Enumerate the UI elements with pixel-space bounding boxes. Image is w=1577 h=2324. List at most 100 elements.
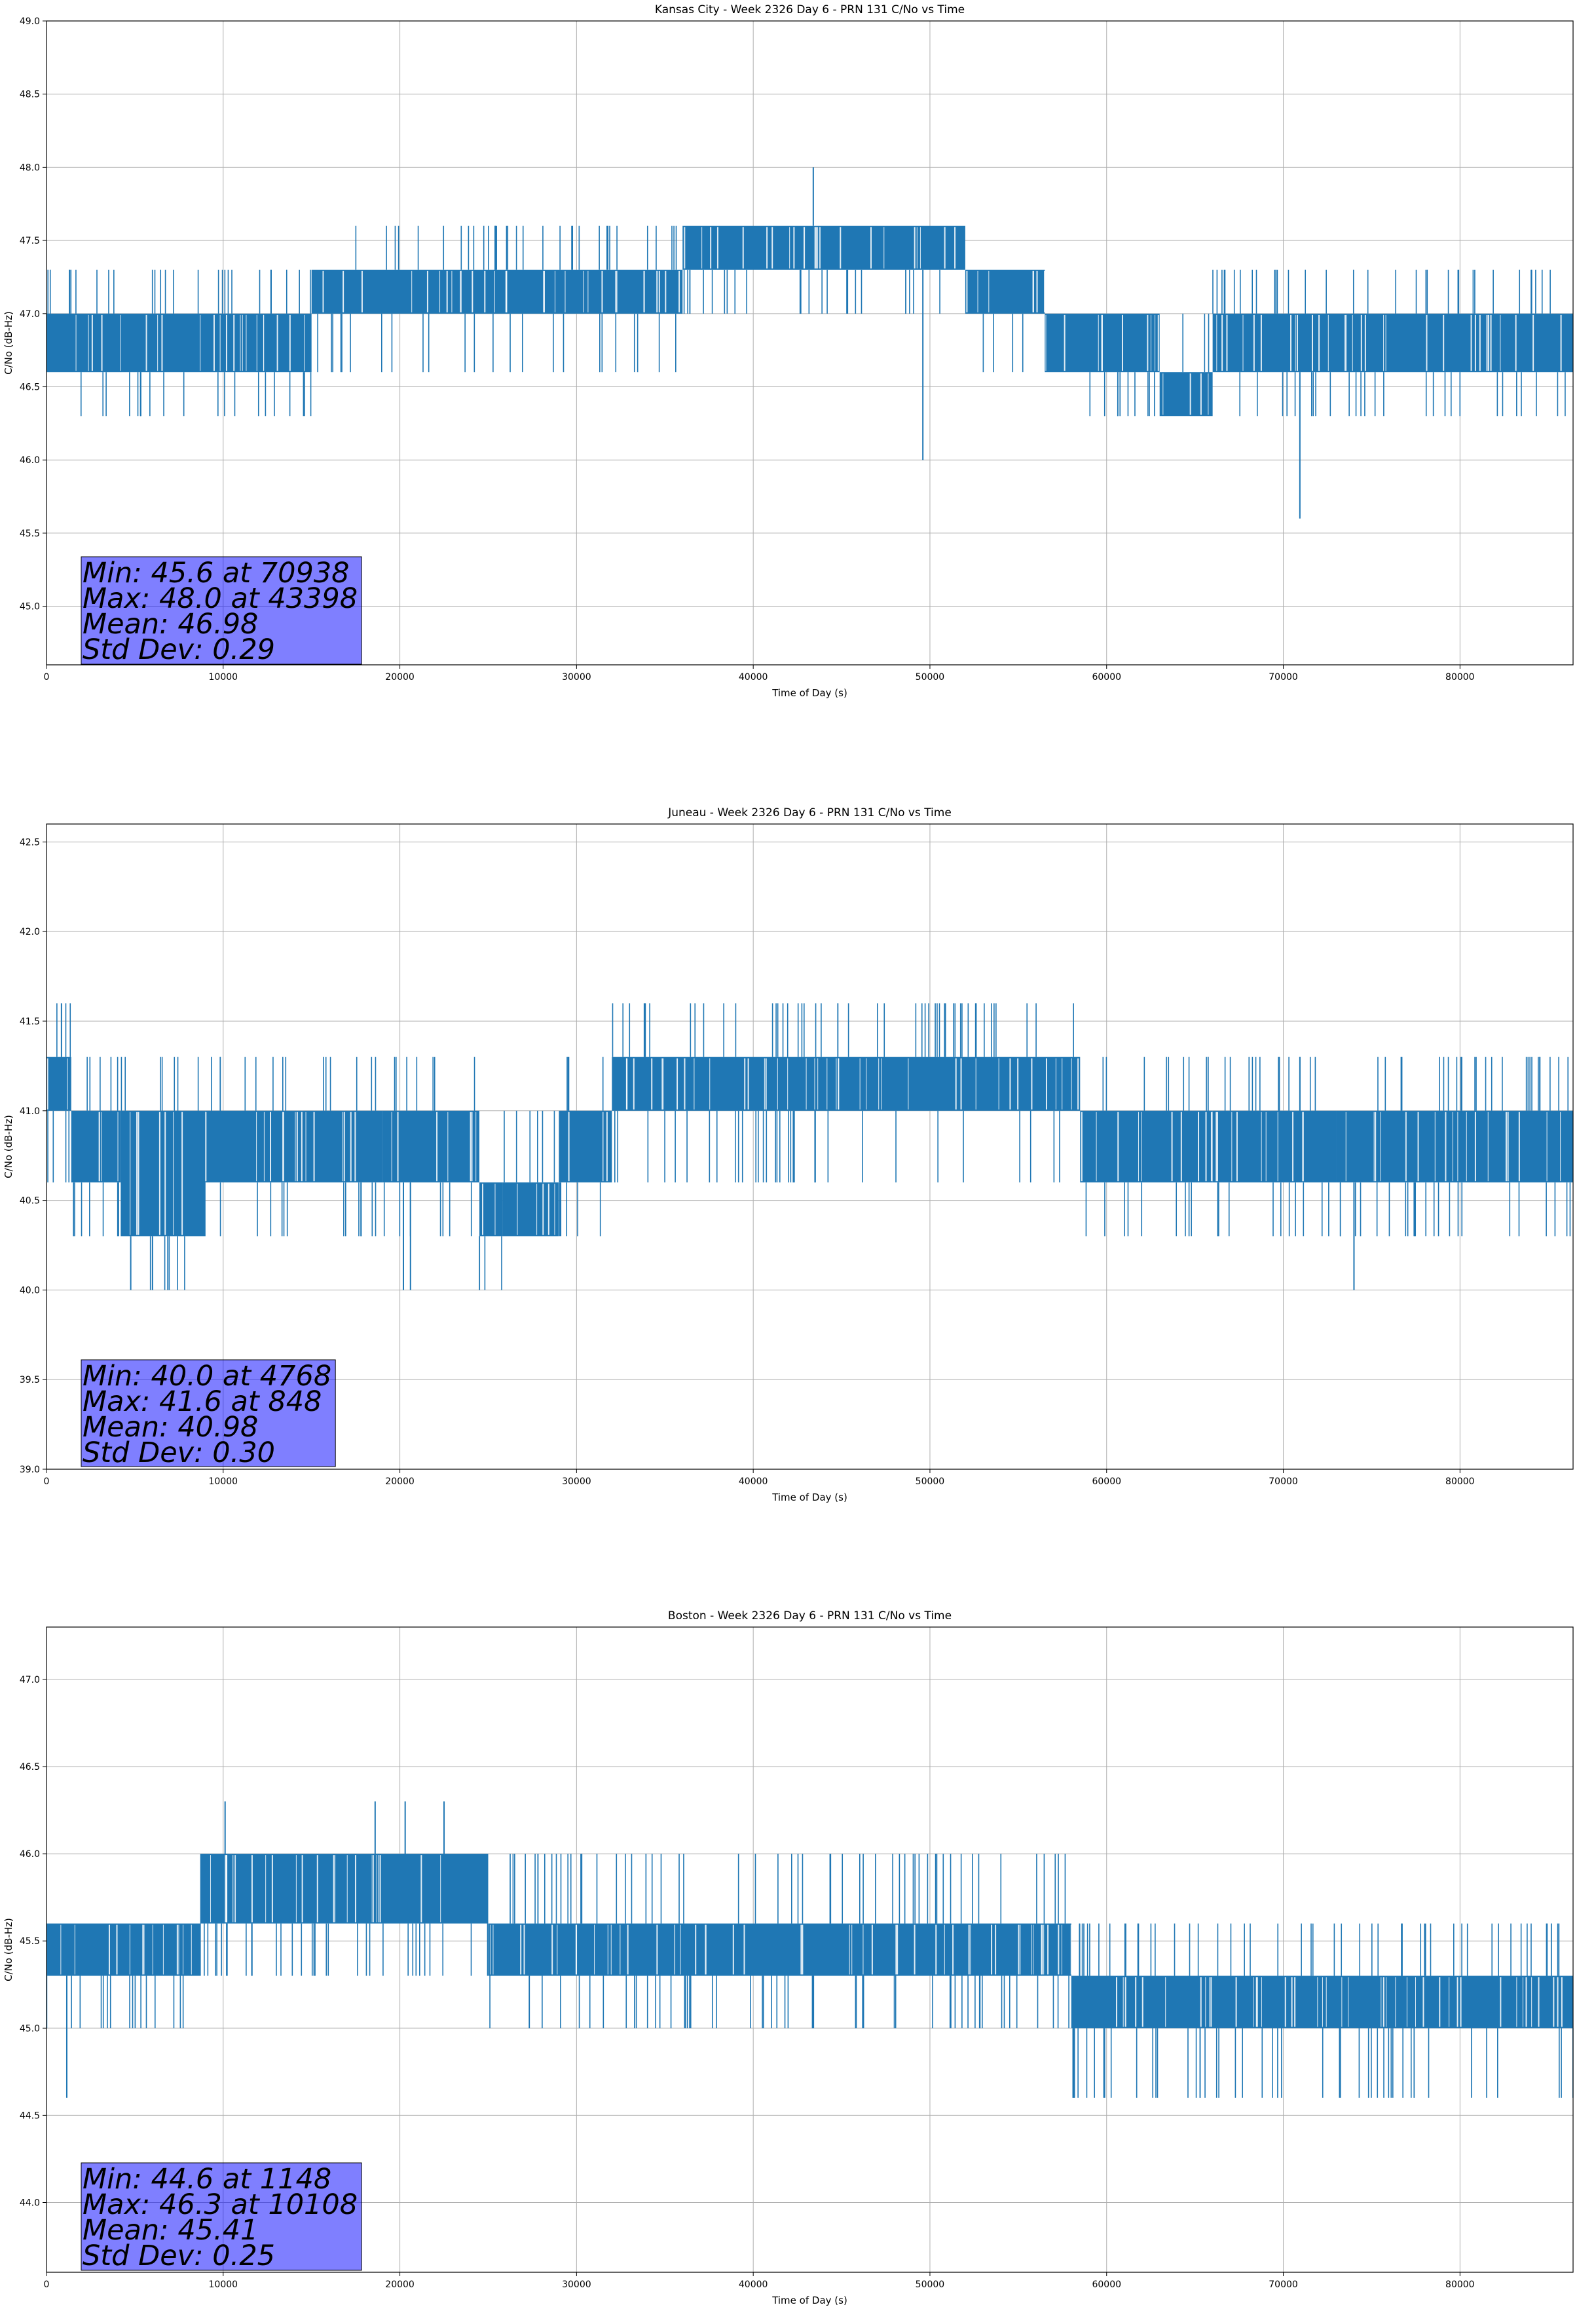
y-tick-label: 40.5 xyxy=(20,1196,40,1207)
series-band xyxy=(382,1110,479,1183)
x-tick-label: 30000 xyxy=(562,1476,591,1487)
axes-frame xyxy=(46,20,1574,665)
x-tick-label: 70000 xyxy=(1269,1476,1298,1487)
series-band xyxy=(559,1110,612,1183)
series-band xyxy=(1336,1110,1573,1183)
series-band xyxy=(200,1854,489,1924)
series-band xyxy=(311,269,683,314)
x-tick-label: 10000 xyxy=(209,1476,238,1487)
stats-line: Max: 48.0 at 43398 xyxy=(83,582,358,615)
axes-frame xyxy=(46,1626,1574,2273)
x-tick-label: 80000 xyxy=(1445,1476,1475,1487)
x-tick-label: 20000 xyxy=(385,2279,415,2290)
y-tick-label: 44.0 xyxy=(20,2198,40,2209)
y-tick-label: 39.0 xyxy=(20,1465,40,1475)
stats-line: Min: 45.6 at 70938 xyxy=(83,557,350,590)
stats-box-background xyxy=(81,556,362,665)
x-tick-label: 20000 xyxy=(385,672,415,683)
x-tick-label: 20000 xyxy=(385,1476,415,1487)
chart-panel-1: 0 10000 20000 30000 40000 50000 60000 70000 8000… xyxy=(3,3,1574,699)
series-band xyxy=(682,225,965,270)
x-tick-label: 60000 xyxy=(1092,1476,1121,1487)
series-band xyxy=(1080,1110,1213,1183)
x-tick-label: 60000 xyxy=(1092,2279,1121,2290)
x-tick-label: 80000 xyxy=(1445,672,1475,683)
x-tick-label: 10000 xyxy=(209,2279,238,2290)
y-tick-label: 46.0 xyxy=(20,1849,40,1860)
x-axis-label: Time of Day (s) xyxy=(771,1491,847,1503)
cno-series-line xyxy=(46,1003,1573,1290)
y-tick-label: 45.5 xyxy=(20,529,40,539)
y-tick-label: 40.0 xyxy=(20,1285,40,1296)
cno-series-line xyxy=(46,1801,1574,2098)
series-band xyxy=(46,1057,71,1111)
y-tick-label: 47.0 xyxy=(20,309,40,320)
x-tick-label: 50000 xyxy=(916,672,945,683)
chart-panel-3: 0 10000 20000 30000 40000 50000 60000 70000 8000… xyxy=(3,1609,1574,2306)
y-axis-label: C/No (dB-Hz) xyxy=(3,1115,14,1178)
axes-frame xyxy=(46,823,1574,1470)
series-band xyxy=(488,1923,1071,1976)
y-tick-label: 42.0 xyxy=(20,927,40,937)
series-band xyxy=(1071,1976,1573,2029)
stats-line: Mean: 40.98 xyxy=(83,1411,258,1444)
series-band xyxy=(205,1110,382,1183)
stats-line: Mean: 46.98 xyxy=(83,608,258,641)
y-tick-label: 48.0 xyxy=(20,162,40,173)
series-band xyxy=(71,1110,121,1183)
y-axis-label: C/No (dB-Hz) xyxy=(3,311,14,375)
stats-line: Mean: 45.41 xyxy=(83,2214,258,2247)
stats-line: Std Dev: 0.30 xyxy=(83,1436,275,1469)
chart-panel-2: 0 10000 20000 30000 40000 50000 60000 70000 8000… xyxy=(3,806,1574,1503)
x-axis-label: Time of Day (s) xyxy=(771,2295,847,2306)
x-tick-label: 30000 xyxy=(562,2279,591,2290)
x-tick-label: 70000 xyxy=(1269,2279,1298,2290)
series-band xyxy=(46,1923,200,1976)
x-tick-label: 0 xyxy=(44,2279,50,2290)
x-tick-label: 80000 xyxy=(1445,2279,1475,2290)
stats-box-background xyxy=(81,2162,362,2271)
x-tick-label: 40000 xyxy=(739,2279,768,2290)
y-tick-label: 44.5 xyxy=(20,2110,40,2121)
y-tick-label: 48.5 xyxy=(20,90,40,100)
y-tick-label: 45.5 xyxy=(20,1936,40,1947)
y-tick-label: 45.0 xyxy=(20,2023,40,2034)
x-tick-label: 40000 xyxy=(739,672,768,683)
x-tick-label: 70000 xyxy=(1269,672,1298,683)
y-tick-label: 46.5 xyxy=(20,383,40,393)
y-axis-label: C/No (dB-Hz) xyxy=(3,1918,14,1981)
series-band xyxy=(1212,1110,1337,1183)
stats-line: Std Dev: 0.29 xyxy=(83,633,275,666)
y-tick-label: 46.5 xyxy=(20,1762,40,1772)
y-tick-label: 46.0 xyxy=(20,455,40,466)
stats-line: Max: 46.3 at 10108 xyxy=(83,2188,358,2221)
series-band xyxy=(46,313,312,373)
x-tick-label: 0 xyxy=(44,1476,50,1487)
cno-series-line xyxy=(46,167,1573,519)
y-tick-label: 49.0 xyxy=(20,16,40,27)
y-tick-label: 41.0 xyxy=(20,1106,40,1117)
x-tick-label: 50000 xyxy=(916,2279,945,2290)
series-band xyxy=(502,1182,559,1237)
x-axis-label: Time of Day (s) xyxy=(771,687,847,699)
chart-title: Kansas City - Week 2326 Day 6 - PRN 131 … xyxy=(655,3,965,16)
x-tick-label: 0 xyxy=(44,672,50,683)
x-tick-label: 50000 xyxy=(916,1476,945,1487)
y-tick-label: 42.5 xyxy=(20,837,40,848)
chart-title: Boston - Week 2326 Day 6 - PRN 131 C/No … xyxy=(668,1609,952,1622)
x-tick-label: 60000 xyxy=(1092,672,1121,683)
y-tick-label: 45.0 xyxy=(20,602,40,612)
x-tick-label: 40000 xyxy=(739,1476,768,1487)
series-band xyxy=(612,1057,1081,1111)
y-tick-label: 47.0 xyxy=(20,1675,40,1685)
chart-title: Juneau - Week 2326 Day 6 - PRN 131 C/No … xyxy=(667,806,952,819)
y-tick-label: 39.5 xyxy=(20,1375,40,1385)
series-band xyxy=(121,1110,206,1237)
y-tick-label: 47.5 xyxy=(20,236,40,246)
stats-box-background xyxy=(81,1359,336,1467)
stats-line: Min: 44.6 at 1148 xyxy=(83,2163,331,2196)
